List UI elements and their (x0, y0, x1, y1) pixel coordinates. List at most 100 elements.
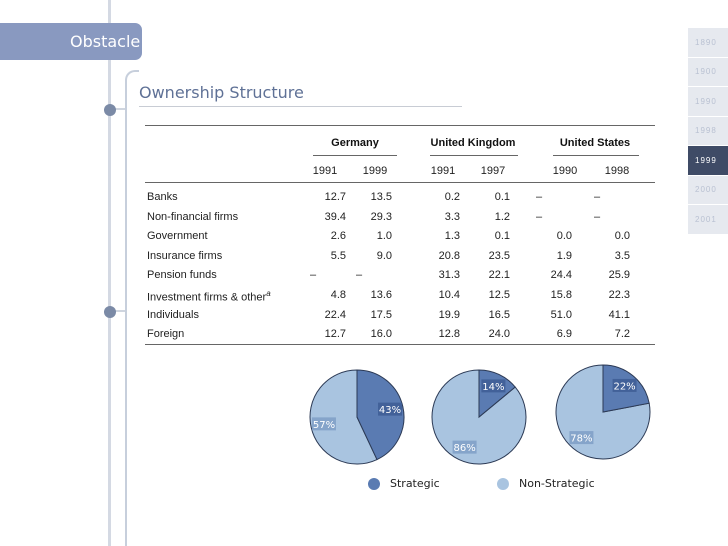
year-header: 1990 (552, 165, 578, 177)
timeline-year-1990[interactable]: 1990 (688, 87, 728, 116)
country-header-uk: United Kingdom (430, 137, 516, 149)
row-label: Insurance firms (147, 250, 222, 262)
pie-label-strategic-bg (378, 402, 403, 416)
country-header-germany: Germany (331, 137, 379, 149)
footnote-marker: a (266, 289, 271, 298)
table-cell: 29.3 (370, 210, 392, 223)
year-header: 1991 (312, 165, 338, 177)
timeline-track (108, 0, 111, 546)
table-cell: 24.4 (550, 269, 572, 282)
legend-swatch-non-strategic (497, 477, 509, 490)
row-label-text: Foreign (147, 328, 185, 341)
row-label: Non-financial firms (147, 211, 238, 223)
table-cell: – (593, 210, 601, 223)
table-cell: 3.5 (614, 249, 630, 262)
row-label-text: Non-financial firms (147, 210, 239, 223)
timeline-year-1999[interactable]: 1999 (688, 146, 728, 175)
timeline-node[interactable] (104, 306, 116, 318)
table-cell: 22.4 (324, 308, 346, 321)
pie-label-non-strategic-bg (452, 440, 477, 454)
row-label-text: Individuals (147, 308, 199, 321)
connector-line (111, 108, 126, 110)
table-cell: 19.9 (438, 308, 460, 321)
header-bottom-rule (145, 182, 655, 183)
timeline-year-1900[interactable]: 1900 (688, 57, 728, 86)
pie-label-non-strategic: 78% (570, 434, 592, 445)
table-cell: 31.3 (438, 269, 460, 282)
row-label-text: Investment firms & other (147, 291, 267, 304)
table-bottom-rule (145, 344, 655, 345)
table-row: Pension funds – – 31.3 22.1 24.4 25.9 (145, 266, 655, 286)
timeline-year-1998[interactable]: 1998 (688, 116, 728, 145)
pie-label-strategic: 43% (379, 405, 401, 416)
year-header: 1997 (480, 165, 506, 177)
table-row: Investment firms & othera 4.8 13.6 10.4 12.5… (145, 286, 655, 306)
table-cell: 15.8 (550, 289, 572, 301)
table-cell: 10.4 (438, 289, 460, 301)
table-cell: 3.3 (444, 210, 460, 223)
table-cell: 1.3 (444, 230, 460, 243)
table-cell: 9.0 (376, 249, 392, 262)
title-divider (139, 106, 462, 107)
table-cell: 39.4 (324, 210, 346, 223)
country-underline (553, 155, 639, 156)
pie-label-non-strategic-bg (311, 417, 336, 431)
country-underline (430, 155, 518, 156)
connector-line (111, 310, 126, 312)
legend-swatch-strategic (368, 477, 380, 490)
table-row: Government 2.6 1.0 1.3 0.1 0.0 0.0 (145, 227, 655, 247)
slide-title: Ownership Structure (139, 83, 304, 102)
row-label: Banks (147, 191, 178, 203)
table-cell: 16.0 (370, 328, 392, 341)
table-cell: 0.1 (494, 230, 510, 243)
timeline-year-1890[interactable]: 1890 (688, 28, 728, 57)
table-cell: 23.5 (488, 249, 510, 262)
table-cell: 24.0 (488, 328, 510, 341)
row-label: Government (147, 230, 208, 242)
table-top-rule (145, 125, 655, 126)
pie-label-non-strategic: 57% (313, 420, 335, 431)
pie-label-strategic: 22% (613, 381, 635, 392)
legend-label-non-strategic: Non-Strategic (519, 477, 595, 490)
table-cell: 1.9 (556, 249, 572, 262)
pie-label-non-strategic: 86% (453, 443, 475, 454)
year-header: 1998 (604, 165, 630, 177)
table-cell: 17.5 (370, 308, 392, 321)
section-tag[interactable]: Obstacle (0, 23, 142, 60)
table-row: Non-financial firms 39.4 29.3 3.3 1.2 – – (145, 208, 655, 228)
table-cell: 51.0 (550, 308, 572, 321)
table-cell: 6.9 (556, 328, 572, 341)
table-cell: 16.5 (488, 308, 510, 321)
row-label-text: Government (147, 230, 208, 243)
year-header: 1991 (430, 165, 456, 177)
row-label: Investment firms & othera (147, 289, 271, 304)
table-cell: 0.0 (614, 230, 630, 243)
timeline-node[interactable] (104, 104, 116, 116)
table-cell: – (535, 191, 543, 203)
table-cell: 22.3 (608, 289, 630, 301)
table-cell: 41.1 (608, 308, 630, 321)
table-cell: 12.7 (324, 191, 346, 203)
row-label: Foreign (147, 328, 184, 340)
table-cell: 5.5 (330, 249, 346, 262)
pie-label-non-strategic-bg (569, 431, 594, 445)
table-cell: – (309, 269, 317, 282)
table-row: Individuals 22.4 17.5 19.9 16.5 51.0 41.1 (145, 306, 655, 326)
row-label-text: Insurance firms (147, 249, 223, 262)
table-cell: 12.8 (438, 328, 460, 341)
table-cell: – (535, 210, 543, 223)
table-cell: 13.6 (370, 289, 392, 301)
timeline-year-2000[interactable]: 2000 (688, 175, 728, 204)
table-row: Insurance firms 5.5 9.0 20.8 23.5 1.9 3.5 (145, 247, 655, 267)
table-cell: 4.8 (330, 289, 346, 301)
pie-label-strategic-bg (612, 378, 637, 392)
timeline-year-2001[interactable]: 2001 (688, 205, 728, 234)
table-row: Foreign 12.7 16.0 12.8 24.0 6.9 7.2 (145, 325, 655, 345)
table-cell: 22.1 (488, 269, 510, 282)
table-cell: 2.6 (330, 230, 346, 243)
row-label-text: Pension funds (147, 269, 217, 282)
table-cell: 12.5 (488, 289, 510, 301)
table-cell: 20.8 (438, 249, 460, 262)
table-cell: 0.1 (494, 191, 510, 203)
